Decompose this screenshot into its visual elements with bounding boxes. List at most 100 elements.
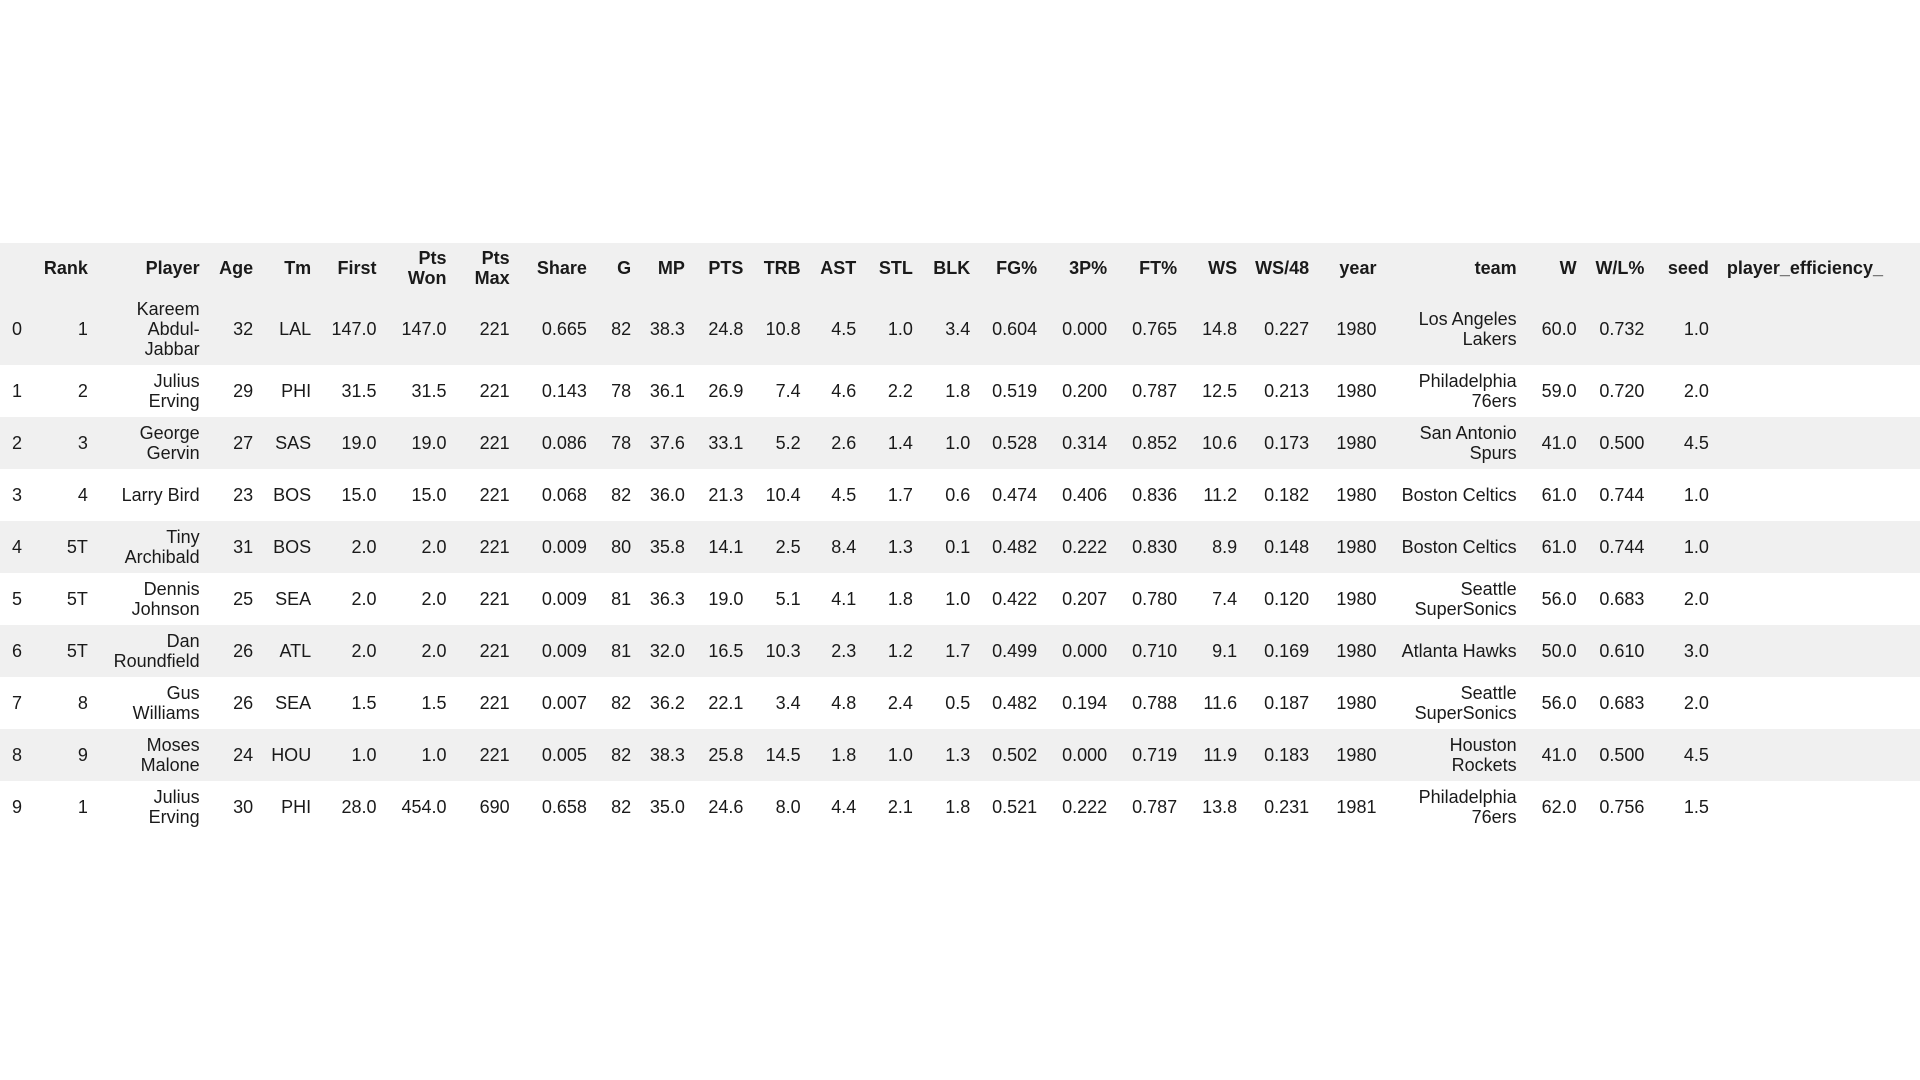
table-cell: 0.521 <box>992 796 1038 817</box>
table-cell: 0.314 <box>1062 432 1108 453</box>
table-cell: 0.852 <box>1132 432 1178 453</box>
table-cell: 0.610 <box>1599 640 1645 661</box>
table-cell: 60.0 <box>1541 318 1577 339</box>
column-header: WS <box>1208 258 1238 278</box>
table-cell: 147.0 <box>401 318 447 339</box>
table-cell: 26.9 <box>708 380 744 401</box>
table-cell: 9 <box>77 744 88 765</box>
table-cell: 0.406 <box>1062 484 1108 505</box>
table-cell: 1.0 <box>945 588 971 609</box>
table-cell: 4.5 <box>831 484 857 505</box>
table-cell: Houston Rockets <box>1449 735 1517 775</box>
table-cell: 2.5 <box>775 536 801 557</box>
table-row: 7 8 Gus Williams 26 SEA 1.5 1.5 221 0.007 82 36.2 2… <box>0 677 1920 729</box>
table-cell: 8 <box>77 692 88 713</box>
table-cell: San Antonio Spurs <box>1419 423 1517 463</box>
table-cell: Boston Celtics <box>1401 537 1517 557</box>
column-header: W <box>1559 258 1577 278</box>
table-cell: 690 <box>479 796 510 817</box>
table-cell: 454.0 <box>401 796 447 817</box>
table-cell: 2.0 <box>351 536 377 557</box>
table-cell: 0.830 <box>1132 536 1178 557</box>
table-cell: 1.7 <box>887 484 913 505</box>
table-cell: 1980 <box>1336 318 1377 339</box>
row-index: 1 <box>12 380 23 401</box>
table-cell: 0.683 <box>1599 692 1645 713</box>
column-header: W/L% <box>1595 258 1645 278</box>
table-cell: 59.0 <box>1541 380 1577 401</box>
table-cell: 2.0 <box>1683 692 1709 713</box>
table-cell: 0.482 <box>992 536 1038 557</box>
table-cell: Seattle SuperSonics <box>1414 683 1517 723</box>
table-cell: 11.9 <box>1203 744 1238 765</box>
table-cell: George Gervin <box>139 423 200 463</box>
table-cell: 1.5 <box>351 692 377 713</box>
table-cell: 1980 <box>1336 432 1377 453</box>
table-cell: 1.0 <box>1683 484 1709 505</box>
table-cell: 10.4 <box>765 484 801 505</box>
table-cell: PHI <box>281 796 312 817</box>
table-cell: 0.000 <box>1062 744 1108 765</box>
table-cell: 1.2 <box>887 640 913 661</box>
table-cell: 5T <box>66 588 88 609</box>
table-cell: Boston Celtics <box>1401 485 1517 505</box>
table-row: 4 5T Tiny Archibald 31 BOS 2.0 2.0 221 0.009 80 35… <box>0 521 1920 573</box>
table-cell: 81 <box>611 640 632 661</box>
table-cell: 4.8 <box>831 692 857 713</box>
table-cell: 80 <box>611 536 632 557</box>
table-cell <box>1718 521 1920 573</box>
table-cell: 2.0 <box>421 588 447 609</box>
table-cell: 0.658 <box>541 796 587 817</box>
table-cell: 5T <box>66 640 88 661</box>
column-header: 3P% <box>1069 258 1108 278</box>
table-cell: 0.005 <box>541 744 587 765</box>
row-index: 9 <box>12 796 23 817</box>
table-cell: 41.0 <box>1541 432 1577 453</box>
table-cell: 82 <box>611 744 632 765</box>
table-cell: 82 <box>611 692 632 713</box>
table-cell: 0.182 <box>1264 484 1310 505</box>
table-cell: 2 <box>77 380 88 401</box>
table-cell: 0.474 <box>992 484 1038 505</box>
table-cell: 15.0 <box>341 484 377 505</box>
column-header: AST <box>820 258 857 278</box>
table-cell: Moses Malone <box>140 735 200 775</box>
table-cell: 50.0 <box>1541 640 1577 661</box>
table-cell: Philadelphia 76ers <box>1418 787 1517 827</box>
table-cell: 5T <box>66 536 88 557</box>
table-cell <box>1718 417 1920 469</box>
table-cell: 0.222 <box>1062 796 1108 817</box>
table-cell: 31 <box>233 536 254 557</box>
table-cell: 0.213 <box>1264 380 1310 401</box>
table-cell: 2.0 <box>1683 380 1709 401</box>
table-cell <box>1718 729 1920 781</box>
column-header: Age <box>219 258 254 278</box>
row-index: 3 <box>12 484 23 505</box>
table-cell: 0.744 <box>1599 484 1645 505</box>
table-cell: 1 <box>77 318 88 339</box>
table-cell: 221 <box>479 432 510 453</box>
table-cell: 14.1 <box>708 536 744 557</box>
row-index: 7 <box>12 692 23 713</box>
table-cell: 38.3 <box>649 744 685 765</box>
column-header: team <box>1474 258 1517 278</box>
table-cell: 0.528 <box>992 432 1038 453</box>
table-cell: SAS <box>275 432 312 453</box>
table-cell: 1.0 <box>945 432 971 453</box>
table-cell: 0.683 <box>1599 588 1645 609</box>
table-cell: 62.0 <box>1541 796 1577 817</box>
table-cell: 19.0 <box>341 432 377 453</box>
table-cell: 1.5 <box>1683 796 1709 817</box>
table-cell: 1.7 <box>945 640 971 661</box>
table-cell <box>1718 677 1920 729</box>
table-cell: 1980 <box>1336 744 1377 765</box>
table-cell: 81 <box>611 588 632 609</box>
table-cell: 147.0 <box>331 318 377 339</box>
table-cell: 221 <box>479 588 510 609</box>
table-cell: Larry Bird <box>121 485 200 505</box>
table-cell: 1.0 <box>887 318 913 339</box>
table-cell: 0.187 <box>1264 692 1310 713</box>
table-cell: Seattle SuperSonics <box>1414 579 1517 619</box>
column-header: WS/48 <box>1255 258 1310 278</box>
table-cell: 8.0 <box>775 796 801 817</box>
